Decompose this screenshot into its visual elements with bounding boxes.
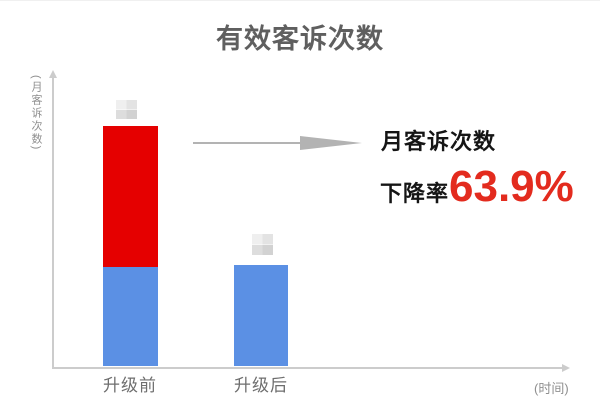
y-axis-line: [52, 77, 54, 369]
annotation-arrow-icon: [300, 136, 362, 150]
annotation-label: 月客诉次数: [381, 129, 497, 154]
bar-segment-remaining: [103, 267, 158, 366]
redacted-value-label-after: [252, 234, 273, 255]
annotation-rate-prefix: 下降率: [380, 181, 450, 206]
annotation-rate-value: 63.9%: [449, 162, 574, 211]
x-axis-label: (时间): [534, 381, 569, 396]
x-axis-line: [52, 367, 564, 369]
bar-segment-decrease: [103, 126, 158, 267]
bar-before-upgrade: [103, 126, 158, 366]
bar-segment-remaining: [234, 265, 288, 366]
redacted-value-label-before: [116, 100, 137, 119]
x-tick-label-before: 升级前: [103, 376, 157, 395]
chart-title: 有效客诉次数: [216, 24, 384, 54]
y-axis-arrow-icon: [49, 70, 57, 78]
annotation-rate: 下降率 63.9%: [380, 165, 574, 209]
bar-after-upgrade: [234, 265, 288, 366]
x-axis-arrow-icon: [562, 364, 570, 372]
y-axis-label: (月客诉次数): [30, 75, 42, 152]
annotation-arrow-line: [193, 142, 305, 144]
x-tick-label-after: 升级后: [234, 376, 288, 395]
